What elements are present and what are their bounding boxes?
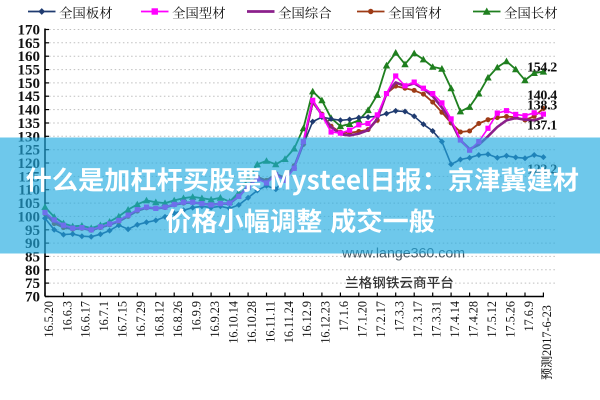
svg-text:17.5.12: 17.5.12	[485, 301, 499, 338]
svg-text:16.6.3: 16.6.3	[60, 301, 74, 331]
svg-text:17.4.14: 17.4.14	[448, 301, 462, 338]
svg-text:16.7.1: 16.7.1	[97, 301, 111, 331]
svg-text:140.4: 140.4	[527, 88, 557, 103]
svg-text:17.3.3: 17.3.3	[393, 301, 407, 331]
svg-text:16.11.11: 16.11.11	[263, 301, 277, 343]
svg-text:17.1.6: 17.1.6	[337, 301, 351, 331]
svg-text:2017-6-23: 2017-6-23	[540, 305, 554, 356]
svg-text:16.7.15: 16.7.15	[116, 301, 130, 338]
svg-text:16.10.14: 16.10.14	[226, 301, 240, 344]
svg-text:16.8.26: 16.8.26	[171, 301, 185, 338]
svg-text:165: 165	[18, 36, 41, 52]
svg-text:16.8.12: 16.8.12	[153, 301, 167, 338]
svg-text:16.6.17: 16.6.17	[79, 301, 93, 338]
svg-text:16.11.24: 16.11.24	[282, 301, 296, 343]
svg-text:17.6.9: 17.6.9	[522, 301, 536, 331]
svg-text:16.12.23: 16.12.23	[319, 301, 333, 344]
svg-text:17.3.31: 17.3.31	[430, 301, 444, 338]
svg-text:16.9.9: 16.9.9	[190, 301, 204, 331]
svg-text:160: 160	[18, 49, 41, 65]
svg-text:16.12.9: 16.12.9	[300, 301, 314, 338]
svg-text:16.10.28: 16.10.28	[245, 301, 259, 344]
svg-text:17.1.20: 17.1.20	[356, 301, 370, 338]
svg-text:80: 80	[25, 263, 40, 279]
svg-text:145: 145	[18, 89, 41, 105]
svg-text:75: 75	[25, 276, 40, 292]
svg-text:150: 150	[18, 76, 41, 92]
svg-text:70: 70	[25, 290, 40, 306]
svg-text:16.5.20: 16.5.20	[42, 301, 56, 338]
svg-text:17.3.17: 17.3.17	[411, 301, 425, 338]
svg-text:155: 155	[18, 63, 41, 79]
svg-text:140: 140	[18, 103, 41, 119]
svg-text:17.2.17: 17.2.17	[374, 301, 388, 338]
svg-text:17.4.28: 17.4.28	[466, 301, 480, 338]
svg-text:137.1: 137.1	[527, 119, 557, 134]
svg-text:16.9.23: 16.9.23	[208, 301, 222, 338]
svg-text:135: 135	[18, 116, 41, 132]
svg-text:170: 170	[18, 23, 41, 39]
svg-text:16.7.29: 16.7.29	[134, 301, 148, 338]
svg-text:17.5.26: 17.5.26	[503, 301, 517, 338]
svg-text:138.3: 138.3	[527, 98, 557, 113]
svg-text:154.2: 154.2	[527, 61, 557, 76]
